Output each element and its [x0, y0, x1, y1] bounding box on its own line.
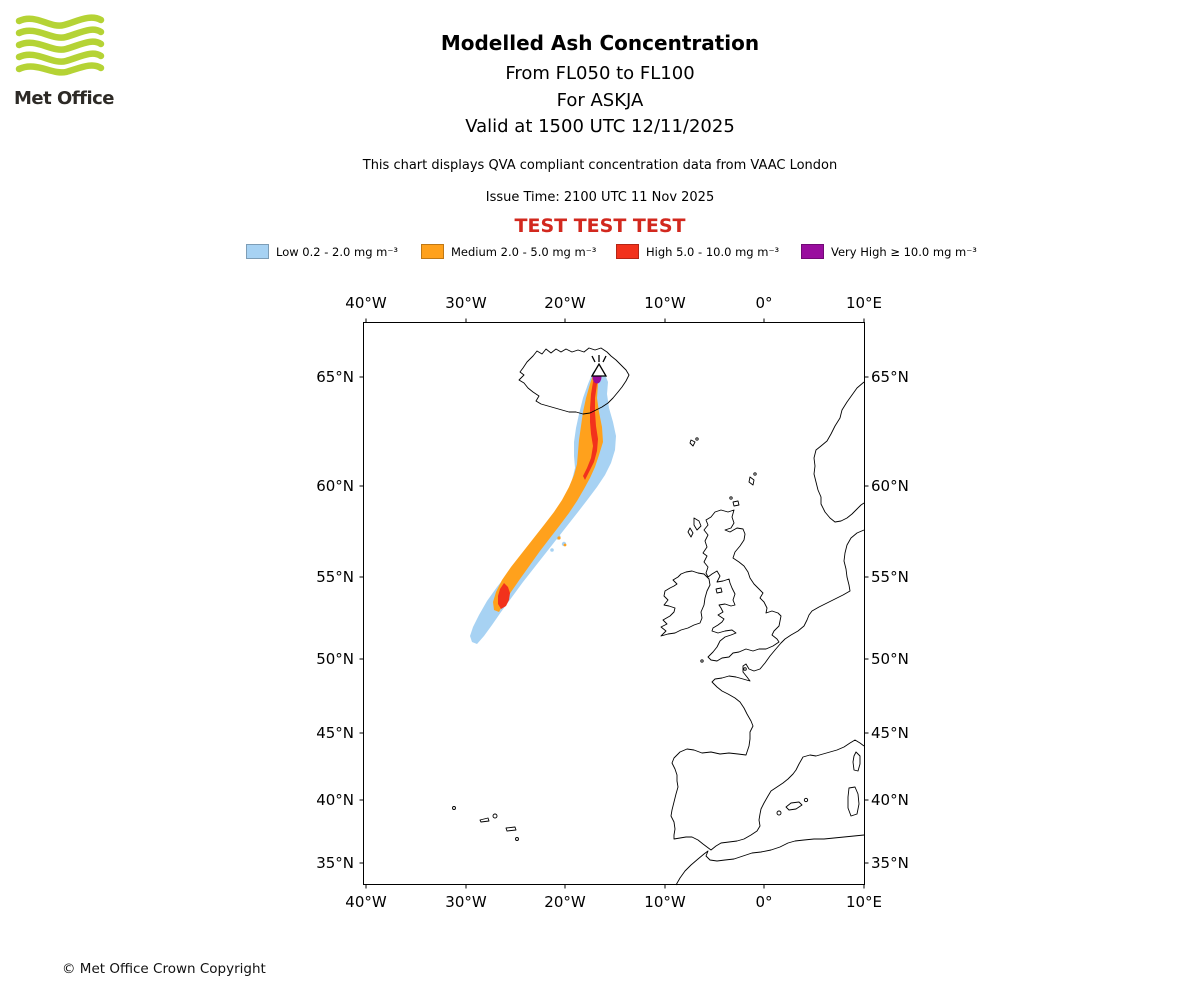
coast-ibiza — [776, 810, 782, 816]
coast-isle-of-man — [715, 587, 723, 594]
coast-azores — [479, 817, 490, 823]
y-tick-label: 40°N — [871, 791, 909, 809]
chart-description: This chart displays QVA compliant concen… — [362, 158, 838, 173]
coast-azores — [452, 806, 456, 810]
y-tick-label: 65°N — [871, 368, 909, 386]
coastlines — [452, 347, 865, 886]
x-tick-label: 30°W — [445, 294, 487, 312]
x-tick-label: 30°W — [445, 893, 487, 911]
y-tick-label: 50°N — [316, 650, 354, 668]
subtitle-valid-time: Valid at 1500 UTC 12/11/2025 — [465, 116, 735, 137]
x-tick-label: 10°E — [845, 294, 883, 312]
page-title: Modelled Ash Concentration — [440, 31, 760, 55]
y-tick-label: 55°N — [316, 568, 354, 586]
coast-orkney — [732, 500, 740, 507]
coast-azores — [492, 813, 498, 819]
coast-hebrides — [693, 517, 702, 531]
legend-label-medium: Medium 2.0 - 5.0 mg m⁻³ — [451, 244, 597, 259]
x-tick-label: 10°W — [644, 294, 686, 312]
legend-swatch-very-high — [801, 244, 824, 259]
coast-shetland — [753, 472, 757, 476]
legend-swatch-high — [616, 244, 639, 259]
y-tick-label: 60°N — [316, 477, 354, 495]
test-banner: TEST TEST TEST — [514, 215, 686, 237]
logo-wordmark: Met Office — [14, 88, 115, 109]
coast-north-africa — [675, 834, 865, 886]
coast-sardinia — [847, 786, 860, 817]
logo-waves-icon — [15, 14, 105, 76]
subtitle-volcano: For ASKJA — [556, 90, 644, 111]
coast-shetland — [748, 476, 755, 486]
axis-ticks — [359, 318, 869, 889]
ash-map — [359, 318, 869, 889]
volcano-eruption-icon — [590, 355, 608, 377]
coast-norway — [813, 381, 865, 523]
y-tick-label: 40°N — [316, 791, 354, 809]
coast-iceland — [518, 347, 630, 415]
x-tick-label: 40°W — [345, 294, 387, 312]
y-tick-label: 50°N — [871, 650, 909, 668]
y-tick-label: 45°N — [316, 724, 354, 742]
ash-plume-high — [498, 372, 599, 609]
x-tick-label: 10°E — [845, 893, 883, 911]
x-tick-label: 10°W — [644, 893, 686, 911]
issue-time: Issue Time: 2100 UTC 11 Nov 2025 — [485, 190, 715, 205]
legend-label-very-high: Very High ≥ 10.0 mg m⁻³ — [831, 244, 977, 259]
legend-label-low: Low 0.2 - 2.0 mg m⁻³ — [276, 244, 399, 259]
coast-hebrides — [687, 527, 694, 538]
legend-item-medium: Medium 2.0 - 5.0 mg m⁻³ — [421, 244, 596, 259]
x-tick-label: 20°W — [544, 294, 586, 312]
coast-menorca — [803, 797, 809, 803]
map-frame — [359, 318, 869, 889]
coast-faroe-islands — [695, 437, 699, 441]
met-office-logo — [14, 12, 106, 82]
coast-channel-islands — [743, 667, 747, 671]
subtitle-flight-levels: From FL050 to FL100 — [505, 63, 695, 84]
map-border — [363, 322, 865, 885]
y-tick-label: 35°N — [871, 854, 909, 872]
legend-swatch-low — [246, 244, 269, 259]
x-tick-label: 20°W — [544, 893, 586, 911]
legend-item-low: Low 0.2 - 2.0 mg m⁻³ — [246, 244, 398, 259]
legend-swatch-medium — [421, 244, 444, 259]
coast-continental-europe — [670, 529, 865, 851]
coast-azores — [505, 826, 517, 832]
legend-label-high: High 5.0 - 10.0 mg m⁻³ — [646, 244, 780, 259]
legend-item-high: High 5.0 - 10.0 mg m⁻³ — [616, 244, 779, 259]
y-tick-label: 55°N — [871, 568, 909, 586]
y-tick-label: 45°N — [871, 724, 909, 742]
y-tick-label: 35°N — [316, 854, 354, 872]
coast-ireland — [660, 570, 711, 637]
x-tick-label: 0° — [755, 294, 773, 312]
y-tick-label: 65°N — [316, 368, 354, 386]
coast-corsica — [852, 751, 861, 772]
coast-scilly — [700, 659, 704, 663]
coast-orkney — [729, 496, 733, 500]
coast-azores — [515, 837, 519, 841]
x-tick-label: 40°W — [345, 893, 387, 911]
coast-faroe-islands — [689, 439, 696, 447]
coast-mallorca — [785, 801, 803, 811]
coast-great-britain — [702, 509, 782, 662]
y-tick-label: 60°N — [871, 477, 909, 495]
legend-item-very-high: Very High ≥ 10.0 mg m⁻³ — [801, 244, 977, 259]
x-tick-label: 0° — [755, 893, 773, 911]
copyright-notice: © Met Office Crown Copyright — [62, 961, 266, 977]
